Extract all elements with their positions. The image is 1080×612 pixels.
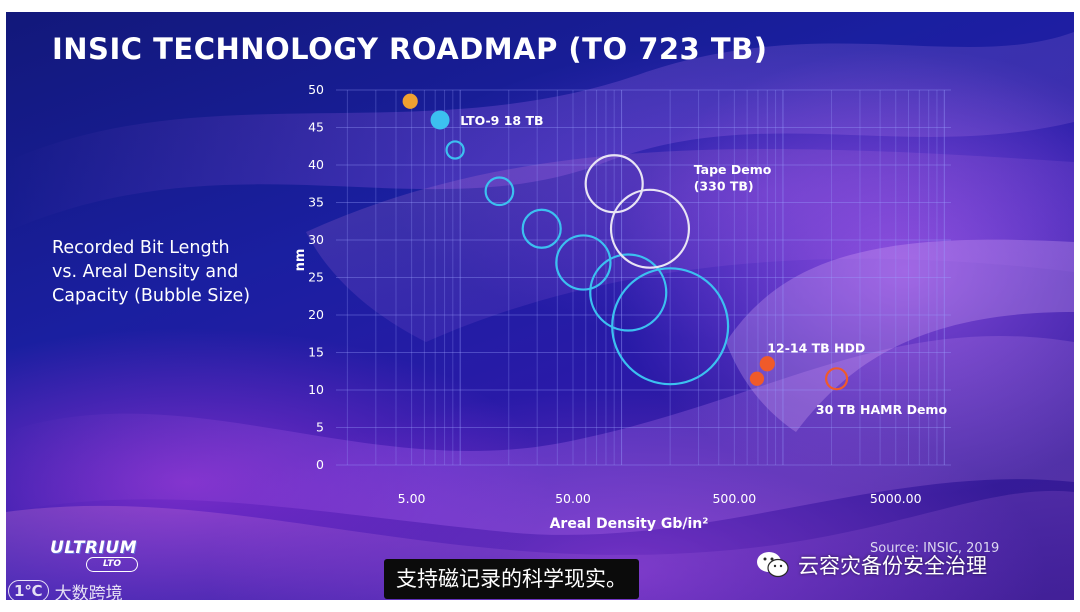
chart-annotation: Tape Demo xyxy=(694,162,772,177)
hdd-bubble xyxy=(749,371,765,386)
tape-roadmap-bubble xyxy=(611,267,730,386)
chart-ticks: 0 5 10 15 20 25 30 35 40 45 50 5.00 50.00 500.00 5000.… xyxy=(308,82,922,506)
y-tick-label: 0 xyxy=(316,457,324,472)
x-tick-label: 5000.00 xyxy=(870,491,922,506)
y-tick-label: 40 xyxy=(308,157,324,172)
watermark-right-text: 云容灾备份安全治理 xyxy=(798,554,987,578)
x-tick-label: 500.00 xyxy=(712,491,756,506)
watermark-right: 云容灾备份安全治理 xyxy=(756,547,987,583)
wechat-icon xyxy=(757,552,789,578)
y-axis-label: nm xyxy=(293,249,308,272)
chart-bubbles xyxy=(402,93,849,391)
video-subtitle: 支持磁记录的科学现实。 xyxy=(384,559,639,599)
y-tick-label: 20 xyxy=(308,307,324,322)
chart-annotation: LTO-9 18 TB xyxy=(460,113,543,128)
y-tick-label: 15 xyxy=(308,345,324,360)
watermark-left-text: 大数跨境 xyxy=(54,583,123,604)
tape-demo-bubble xyxy=(609,188,691,269)
caption-line-2: vs. Areal Density and xyxy=(52,262,239,282)
tape-roadmap-bubble xyxy=(521,208,562,249)
x-axis-label: Areal Density Gb/in² xyxy=(550,516,709,532)
chart-annotation: (330 TB) xyxy=(694,178,754,193)
chart-annotation: 12-14 TB HDD xyxy=(767,340,865,355)
y-tick-label: 45 xyxy=(308,120,324,135)
y-tick-label: 30 xyxy=(308,232,324,247)
slide: INSIC TECHNOLOGY ROADMAP (TO 723 TB) Rec… xyxy=(6,12,1074,600)
y-tick-label: 50 xyxy=(308,82,324,97)
y-tick-label: 10 xyxy=(308,382,324,397)
y-tick-label: 35 xyxy=(308,195,324,210)
lto-bubble xyxy=(430,110,450,130)
x-tick-label: 50.00 xyxy=(555,491,591,506)
y-tick-label: 5 xyxy=(316,420,324,435)
chart-caption: Recorded Bit Length vs. Areal Density an… xyxy=(52,236,292,308)
bubble-chart: 0 5 10 15 20 25 30 35 40 45 50 5.00 50.00 500.00 5000.… xyxy=(293,82,951,532)
chart-grid xyxy=(336,89,951,466)
watermark-left: 1℃ 大数跨境 xyxy=(8,576,123,606)
chart-annotation: 30 TB HAMR Demo xyxy=(816,402,948,417)
y-tick-label: 25 xyxy=(308,270,324,285)
watermark-left-logo: 1℃ xyxy=(8,580,49,602)
chart-annotations: LTO-9 18 TB Tape Demo(330 TB) 12-14 TB HDD… xyxy=(460,113,947,417)
tape-roadmap-bubble xyxy=(484,176,515,207)
logo-badge: LTO xyxy=(86,557,138,572)
tape-roadmap-bubble xyxy=(589,253,668,332)
caption-line-1: Recorded Bit Length xyxy=(52,238,230,258)
hamr-bubble xyxy=(825,367,849,391)
ultrium-lto-logo: ULTRIUM LTO xyxy=(50,538,162,576)
tape-roadmap-bubble xyxy=(445,140,465,160)
source-note: Source: INSIC, 2019 xyxy=(870,541,1000,556)
x-tick-label: 5.00 xyxy=(398,491,426,506)
background-waves xyxy=(6,32,1074,600)
caption-line-3: Capacity (Bubble Size) xyxy=(52,286,251,306)
slide-title: INSIC TECHNOLOGY ROADMAP (TO 723 TB) xyxy=(52,32,768,66)
early-bubble xyxy=(402,93,418,109)
hdd-bubble xyxy=(759,356,775,372)
logo-wordmark: ULTRIUM xyxy=(50,538,138,558)
tape-roadmap-bubble xyxy=(555,234,612,291)
